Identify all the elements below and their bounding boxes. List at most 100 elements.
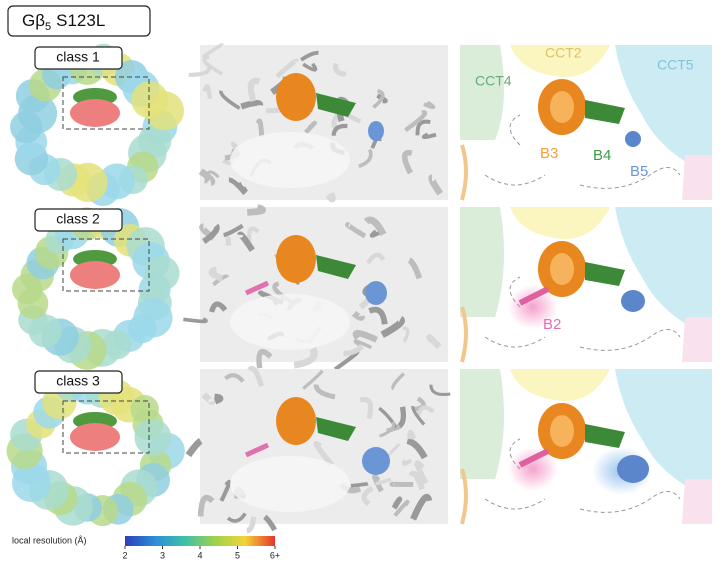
ribbon: [408, 470, 425, 491]
ribbon: [247, 77, 261, 103]
ribbon: [352, 330, 378, 343]
ribbon: [201, 43, 225, 59]
ribbon: [415, 119, 431, 136]
annotation: CCT4: [475, 73, 512, 89]
ribbon: [404, 110, 428, 133]
class-label: class 1: [56, 49, 100, 65]
ribbon: [401, 149, 413, 175]
ribbon: [263, 514, 277, 532]
ribbon: [202, 84, 212, 100]
beta-propeller: [276, 73, 316, 121]
blade-b2: [518, 448, 550, 468]
cct4: [460, 207, 504, 317]
ribbon: [345, 222, 367, 239]
title-text: Gβ: [22, 11, 45, 30]
blade-b5: [365, 281, 387, 305]
pocket-outline: [484, 438, 681, 513]
ribbon: [256, 348, 273, 369]
class-box: [34, 370, 123, 394]
glow-b2: [508, 447, 558, 491]
ribbon: [380, 315, 405, 338]
annotation: B2: [543, 316, 561, 333]
cct-pink: [682, 317, 712, 362]
colorbar-tick-label: 3: [160, 550, 165, 560]
zoom-box: [62, 400, 150, 454]
cct-orange: [460, 468, 468, 525]
blade-b2: [244, 280, 270, 296]
ribbon: [226, 512, 247, 523]
cct2: [510, 45, 610, 77]
colorbar-tick-label: 2: [122, 550, 127, 560]
ribbon: [379, 421, 396, 438]
density-red: [70, 423, 120, 451]
ribbon: [402, 326, 410, 343]
blade-b5: [625, 131, 641, 147]
cct-pink: [682, 155, 712, 200]
blade-b2: [518, 286, 550, 306]
ribbon: [359, 397, 374, 419]
beta-strands: [585, 262, 625, 286]
map-blob: [134, 419, 172, 456]
ribbon: [304, 120, 317, 135]
class-box: [34, 46, 123, 70]
ribbon: [331, 123, 348, 136]
zoom-box: [62, 76, 150, 130]
glow-b2: [508, 285, 558, 329]
ribbon: [350, 481, 369, 488]
class-label: class 2: [56, 211, 100, 227]
cct4: [460, 369, 504, 479]
ribbon: [209, 301, 228, 313]
ribbon: [387, 443, 401, 456]
row: class 3: [6, 365, 712, 534]
ribbon: [183, 317, 208, 324]
ribbon: [414, 460, 429, 485]
ribbon: [313, 384, 336, 400]
ribbon: [224, 373, 245, 383]
ribbon: [240, 100, 264, 110]
ribbon: [372, 474, 384, 493]
pocket-outline: [484, 276, 681, 351]
colorbar-tick-label: 5: [235, 550, 240, 560]
beta-core: [550, 415, 574, 447]
density-red: [70, 99, 120, 127]
ribbon: [204, 170, 220, 184]
ribbon: [358, 148, 373, 168]
row: class 2 B2: [12, 204, 712, 371]
ribbon: [247, 204, 266, 216]
ribbon: [188, 62, 212, 77]
zoom-box: [62, 238, 150, 292]
ribbon: [219, 479, 232, 502]
pocket-outline: [484, 114, 681, 189]
annotation: CCT5: [657, 57, 694, 73]
ribbon: [376, 93, 388, 104]
ribbon: [202, 55, 224, 76]
ribbon: [423, 100, 436, 110]
map-blob: [144, 91, 185, 131]
class-box: [34, 208, 123, 232]
map-bg: [230, 132, 350, 188]
map-hole: [61, 275, 129, 319]
ribbon: [428, 174, 443, 196]
ribbon: [413, 396, 426, 412]
ribbon: [208, 266, 224, 282]
ribbon: [410, 493, 433, 521]
ribbon: [416, 405, 435, 417]
ribbon: [275, 58, 300, 79]
cct5: [615, 369, 712, 499]
ribbon: [375, 477, 392, 486]
map-bg: [230, 456, 350, 512]
blade-b5: [368, 121, 384, 141]
ribbon: [302, 62, 318, 72]
cct4: [460, 45, 504, 140]
beta-core: [550, 91, 574, 123]
ribbon: [213, 393, 224, 405]
colorbar-tick-label: 6+: [270, 550, 280, 560]
ribbon: [366, 252, 386, 265]
map-blob: [144, 255, 180, 291]
ribbon: [406, 437, 428, 460]
ribbon: [185, 438, 203, 458]
ribbon: [426, 334, 442, 350]
blade-b5: [362, 447, 390, 475]
ribbon: [332, 62, 347, 77]
